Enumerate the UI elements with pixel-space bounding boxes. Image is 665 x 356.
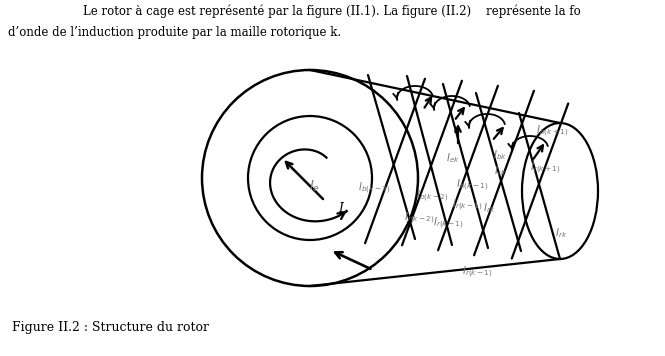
Text: $I_{bk}$: $I_{bk}$ xyxy=(493,148,507,162)
Text: $I_e$: $I_e$ xyxy=(309,178,321,194)
Text: Le rotor à cage est représenté par la figure (II.1). La figure (II.2)    représe: Le rotor à cage est représenté par la fi… xyxy=(83,4,581,17)
Text: $I_{rk}$: $I_{rk}$ xyxy=(555,226,567,240)
Text: $I_{r(k-1)}$: $I_{r(k-1)}$ xyxy=(452,198,483,213)
Text: $I_{r(k-1)}$: $I_{r(k-1)}$ xyxy=(462,265,492,280)
Text: L: L xyxy=(338,203,346,215)
Text: d’onde de l’induction produite par la maille rotorique k.: d’onde de l’induction produite par la ma… xyxy=(8,26,341,39)
Text: $I_{rk}$: $I_{rk}$ xyxy=(483,201,495,215)
Text: $I_{r(k-2)}$: $I_{r(k-2)}$ xyxy=(404,211,435,226)
Text: Figure II.2 : Structure du rotor: Figure II.2 : Structure du rotor xyxy=(12,321,209,334)
Text: $I_{r(k+1)}$: $I_{r(k+1)}$ xyxy=(530,161,561,176)
Text: $I_{b(k-3)}$: $I_{b(k-3)}$ xyxy=(358,181,390,196)
Text: $I_{ek}$: $I_{ek}$ xyxy=(446,151,460,165)
Text: $I_{b(k-2)}$: $I_{b(k-2)}$ xyxy=(416,189,448,204)
Text: $I_{b(k+1)}$: $I_{b(k+1)}$ xyxy=(536,124,569,139)
Text: $I_{b(k-1)}$: $I_{b(k-1)}$ xyxy=(456,178,488,193)
Text: $I_{rk}$: $I_{rk}$ xyxy=(494,164,507,178)
Text: $I_{r(k-1)}$: $I_{r(k-1)}$ xyxy=(433,216,464,231)
